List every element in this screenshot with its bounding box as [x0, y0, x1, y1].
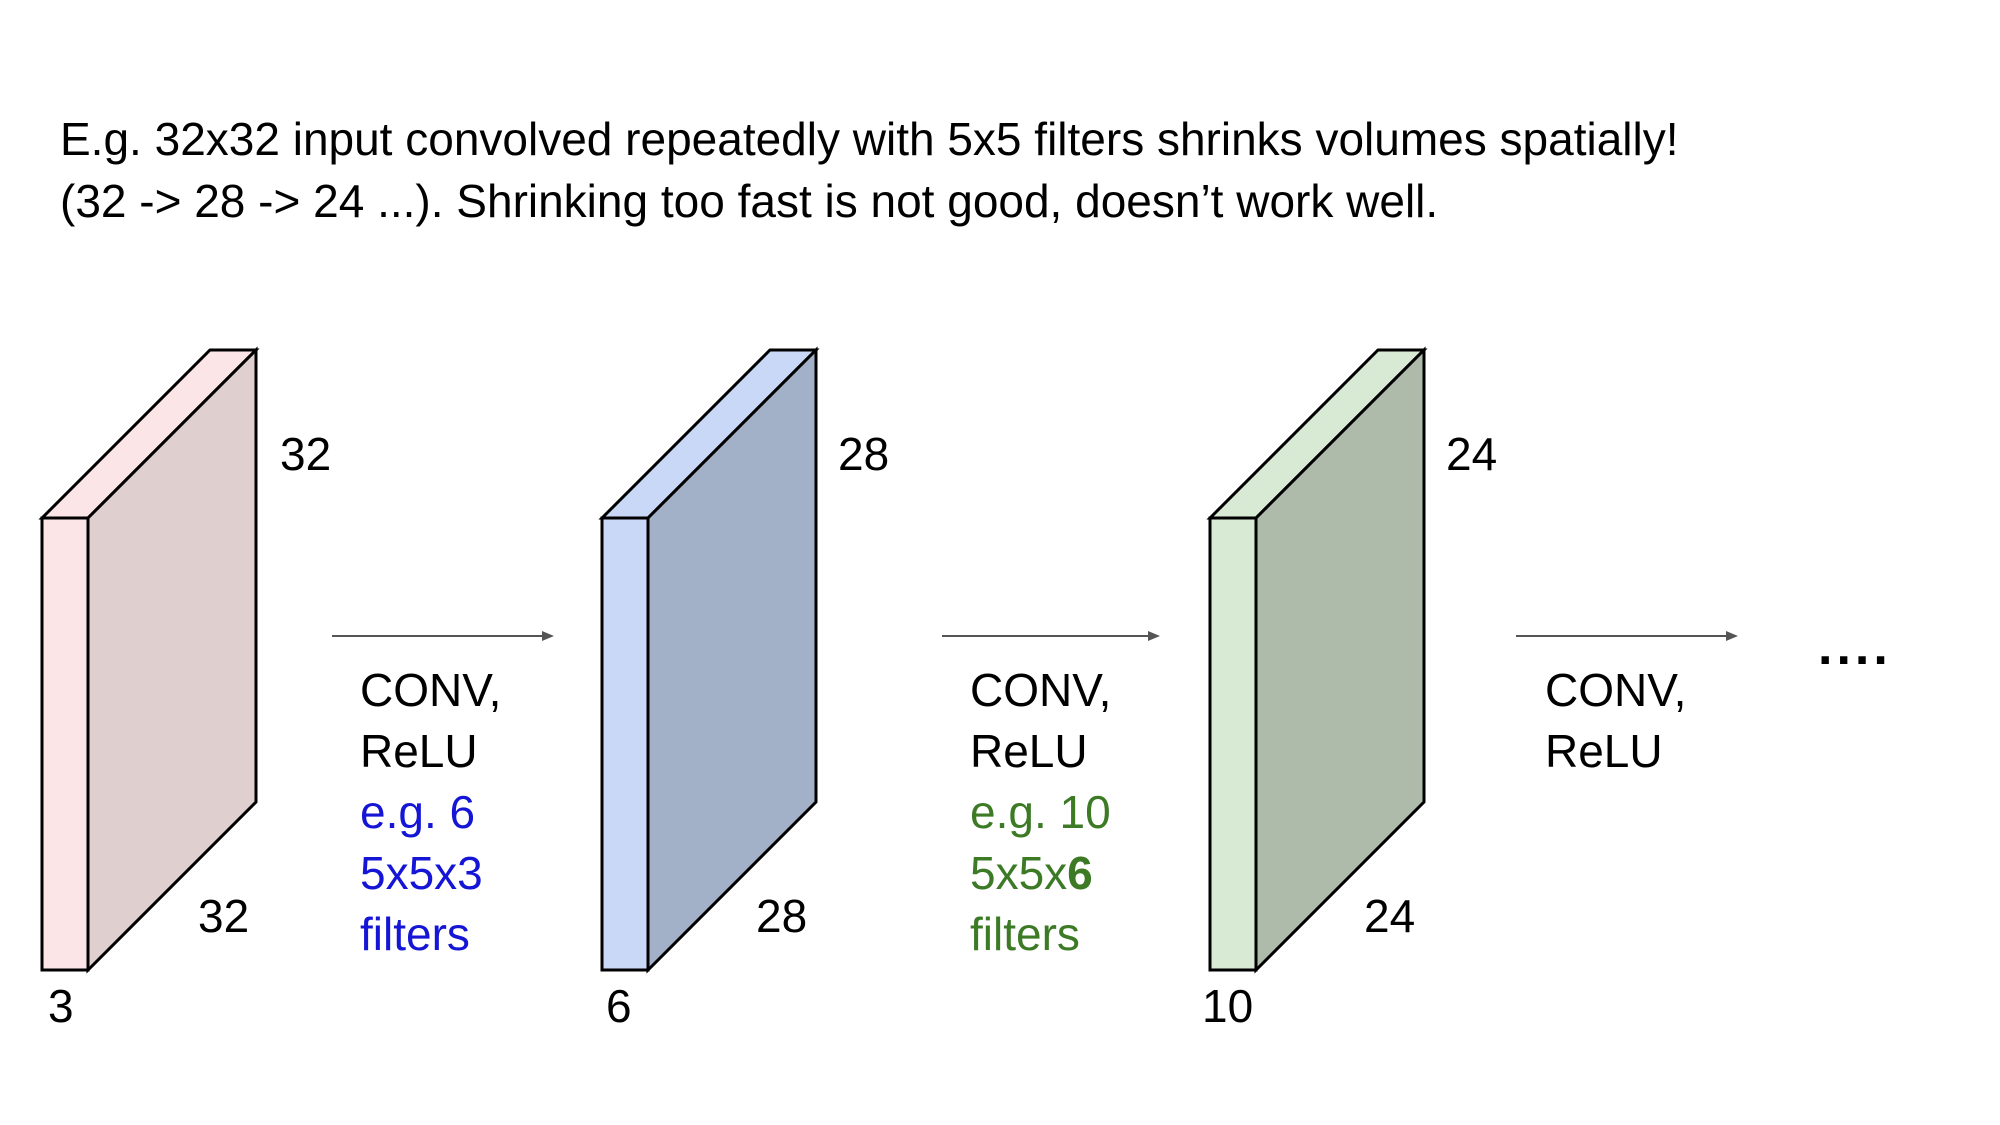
volume-input: 32 32 3 — [38, 346, 331, 1032]
op-2-filter-depth: 6 — [1067, 847, 1093, 899]
volume-input-depth-label: 3 — [48, 980, 74, 1032]
arrow-3 — [1516, 631, 1738, 641]
op-1-filters-word: filters — [360, 908, 470, 960]
volume-input-width-label: 32 — [198, 890, 249, 942]
volume-conv2-front-face — [1208, 516, 1258, 972]
op-1-relu: ReLU — [360, 725, 478, 777]
volume-conv1-front-face — [600, 516, 650, 972]
heading: E.g. 32x32 input convolved repeatedly wi… — [60, 108, 1679, 232]
op-3-relu: ReLU — [1545, 725, 1663, 777]
arrow-2 — [942, 631, 1160, 641]
op-3-conv: CONV, — [1545, 664, 1687, 716]
op-2-filter-count: e.g. 10 — [970, 786, 1111, 838]
ellipsis: .... — [1818, 618, 1892, 676]
op-label-1: CONV, ReLU e.g. 6 5x5x3 filters — [360, 660, 501, 965]
op-2-filter-size-prefix: 5x5x — [970, 847, 1068, 899]
op-2-relu: ReLU — [970, 725, 1088, 777]
volume-conv1-depth-label: 6 — [606, 980, 632, 1032]
volume-conv1-height-label: 28 — [838, 428, 889, 480]
volume-conv1-width-label: 28 — [756, 890, 807, 942]
op-1-filter-count: e.g. 6 — [360, 786, 476, 838]
volume-conv1-side-face — [646, 346, 818, 974]
volume-input-height-label: 32 — [280, 428, 331, 480]
heading-line-2: (32 -> 28 -> 24 ...). Shrinking too fast… — [60, 175, 1439, 227]
op-2-conv: CONV, — [970, 664, 1112, 716]
volume-conv2-width-label: 24 — [1364, 890, 1415, 942]
op-2-filters-word: filters — [970, 908, 1080, 960]
heading-line-1: E.g. 32x32 input convolved repeatedly wi… — [60, 113, 1679, 165]
arrow-1 — [332, 631, 554, 641]
volume-conv2: 24 24 10 — [1202, 346, 1497, 1032]
volume-conv1: 28 28 6 — [598, 346, 889, 1032]
volume-input-side-face — [86, 346, 258, 974]
op-2-filter-size: 5x5x6 — [970, 843, 1111, 904]
op-1-conv: CONV, — [360, 664, 502, 716]
op-label-3: CONV, ReLU — [1545, 660, 1686, 782]
op-1-filter-size: 5x5x3 — [360, 847, 483, 899]
op-label-2: CONV, ReLU e.g. 10 5x5x6 filters — [970, 660, 1111, 965]
volume-conv2-height-label: 24 — [1446, 428, 1497, 480]
volume-input-front-face — [40, 516, 90, 972]
volume-conv2-side-face — [1254, 346, 1426, 974]
volume-conv2-depth-label: 10 — [1202, 980, 1253, 1032]
